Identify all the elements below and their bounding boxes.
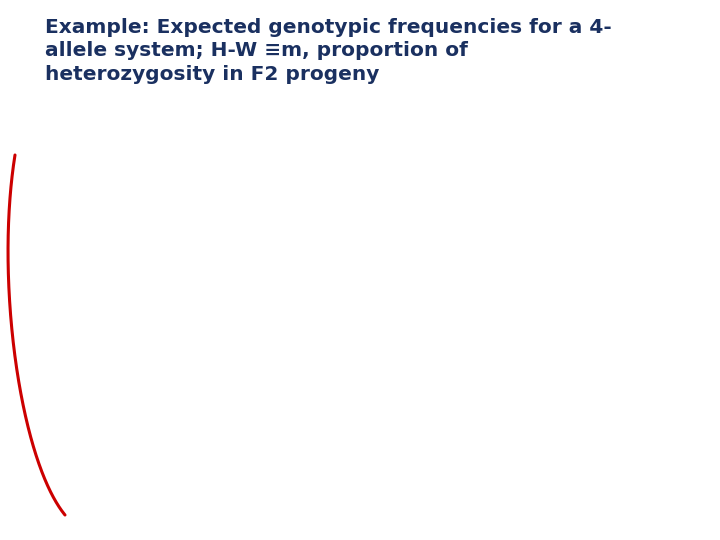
Text: Example: Expected genotypic frequencies for a 4-
allele system; H-W ≡m, proporti: Example: Expected genotypic frequencies … <box>45 18 612 84</box>
